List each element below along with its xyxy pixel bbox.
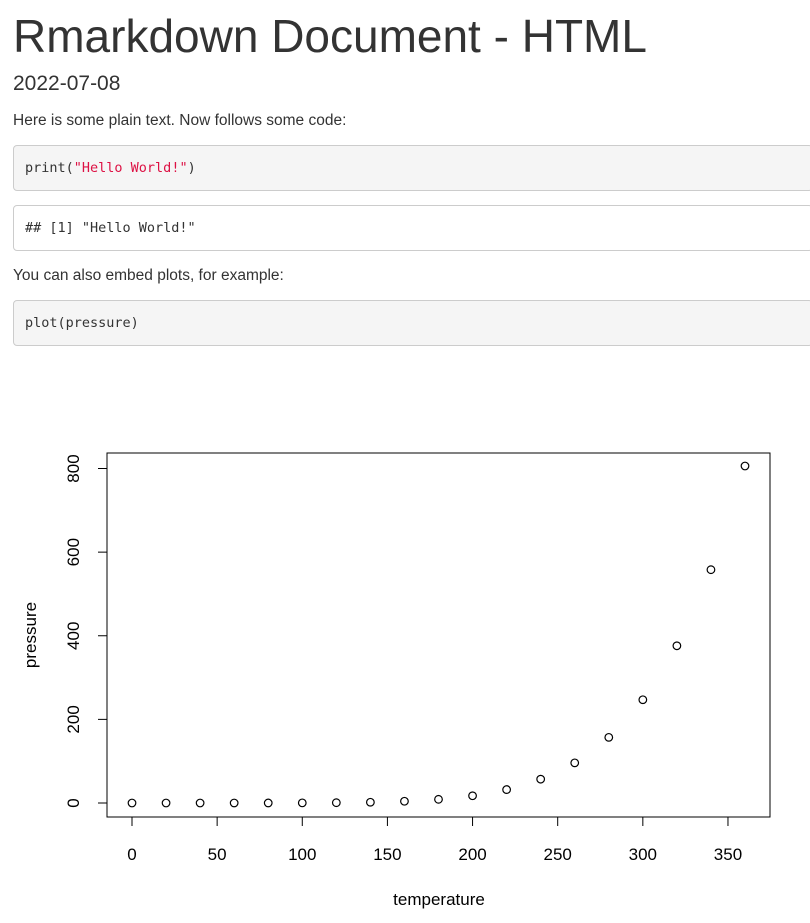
y-axis-label: pressure — [21, 602, 40, 668]
x-tick-label: 0 — [127, 845, 136, 864]
document-title: Rmarkdown Document - HTML — [13, 10, 647, 62]
y-axis: 0 200 400 600 800 — [64, 454, 108, 808]
y-tick-label: 0 — [64, 798, 83, 807]
data-point — [672, 641, 682, 651]
data-points — [127, 461, 750, 808]
data-point — [127, 798, 137, 808]
code-chunk-plot[interactable]: plot(pressure) — [13, 300, 810, 346]
intro-paragraph: Here is some plain text. Now follows som… — [13, 112, 347, 129]
plot-frame — [106, 452, 771, 818]
x-tick-label: 200 — [458, 845, 486, 864]
code-string-literal: "Hello World!" — [73, 160, 188, 176]
data-point — [468, 791, 477, 801]
data-point — [400, 796, 409, 806]
data-point — [365, 797, 375, 807]
x-tick-label: 250 — [544, 845, 572, 864]
data-point — [536, 774, 546, 784]
data-point — [229, 798, 239, 808]
data-point — [570, 758, 580, 768]
x-tick-label: 350 — [714, 845, 742, 864]
x-tick-label: 100 — [288, 845, 316, 864]
document-date: 2022-07-08 — [13, 72, 121, 95]
data-point — [434, 794, 443, 804]
x-axis: 0 50 100 150 200 250 300 350 — [127, 816, 742, 864]
y-tick-label: 400 — [64, 622, 83, 650]
y-tick-label: 600 — [64, 538, 83, 566]
data-point — [706, 565, 716, 575]
code-close-paren: ) — [187, 160, 196, 176]
y-tick-label: 800 — [64, 454, 83, 482]
data-point — [604, 732, 614, 742]
data-point — [195, 798, 205, 808]
data-point — [161, 798, 171, 808]
x-tick-label: 50 — [208, 845, 227, 864]
code-function: print( — [25, 160, 74, 176]
x-tick-label: 300 — [629, 845, 657, 864]
x-tick-label: 150 — [373, 845, 401, 864]
data-point — [297, 798, 307, 808]
y-tick-label: 200 — [64, 705, 83, 733]
data-point — [331, 798, 341, 808]
code-chunk-print[interactable]: print("Hello World!") — [13, 145, 810, 191]
data-point — [263, 798, 273, 808]
data-point — [740, 461, 750, 471]
code-output-print[interactable]: ## [1] "Hello World!" — [13, 205, 810, 251]
plots-paragraph: You can also embed plots, for example: — [13, 267, 284, 284]
x-axis-label: temperature — [393, 890, 485, 909]
data-point — [638, 695, 648, 705]
data-point — [502, 785, 512, 794]
